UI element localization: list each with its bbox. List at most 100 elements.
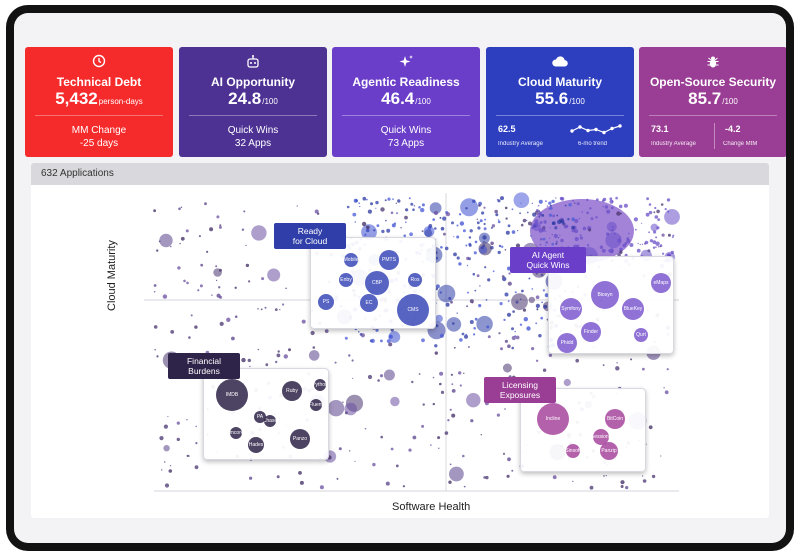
app-bubble[interactable]: Hades bbox=[248, 437, 264, 453]
app-bubble[interactable]: CMS bbox=[397, 294, 429, 326]
app-bubble[interactable]: CBP bbox=[365, 271, 389, 295]
scatter-point bbox=[612, 226, 614, 228]
scatter-point bbox=[545, 241, 549, 244]
app-bubble[interactable]: Enby bbox=[339, 273, 353, 287]
panel-header: 632 Applications bbox=[31, 163, 769, 185]
scatter-point bbox=[168, 469, 173, 473]
scatter-point bbox=[248, 280, 251, 283]
scatter-point bbox=[498, 332, 501, 335]
scatter-point bbox=[483, 476, 486, 479]
app-bubble[interactable]: Symfony bbox=[560, 298, 582, 320]
scatter-point bbox=[501, 275, 505, 278]
financial-burdens-tag[interactable]: Financial Burdens bbox=[168, 353, 240, 379]
scatter-point bbox=[512, 310, 515, 313]
app-bubble[interactable]: Sinsoft bbox=[565, 444, 581, 458]
agentic-readiness-card[interactable]: Agentic Readiness 46.4/100 Quick Wins 73… bbox=[332, 47, 480, 157]
technical-debt-card[interactable]: Technical Debt 5,432person-days MM Chang… bbox=[25, 47, 173, 157]
app-bubble[interactable]: BitCoin bbox=[605, 409, 625, 429]
scatter-point bbox=[490, 226, 493, 229]
app-bubble[interactable]: Ros bbox=[408, 273, 422, 287]
scatter-point bbox=[505, 217, 508, 220]
ready-for-cloud-zoom[interactable]: Mobile PMTS Enby CBP Ros PS EC CMS bbox=[310, 237, 436, 329]
scatter-point bbox=[178, 207, 181, 211]
app-bubble[interactable]: Sessions bbox=[591, 429, 611, 445]
app-bubble[interactable]: IMDB bbox=[216, 379, 248, 411]
app-bubble[interactable]: Chase bbox=[263, 415, 277, 427]
scatter-point bbox=[440, 226, 445, 231]
app-bubble[interactable]: Qurt bbox=[634, 328, 648, 342]
scatter-point bbox=[164, 483, 170, 488]
app-bubble[interactable]: PA bbox=[254, 411, 266, 423]
scatter-point bbox=[626, 237, 630, 241]
scatter-point bbox=[392, 198, 394, 201]
scatter-point bbox=[226, 317, 231, 322]
scatter-point bbox=[511, 469, 514, 472]
scatter-point bbox=[653, 211, 656, 214]
scatter-point bbox=[277, 350, 280, 353]
app-bubble[interactable]: BlueKey bbox=[622, 298, 644, 320]
app-bubble[interactable]: Ruby bbox=[282, 381, 302, 401]
scatter-point bbox=[159, 233, 173, 248]
scatter-point bbox=[206, 250, 209, 253]
scatter-point bbox=[466, 256, 470, 261]
app-bubble[interactable]: Incline bbox=[537, 403, 569, 435]
cloud-maturity-card[interactable]: Cloud Maturity 55.6/100 62.5 Industry Av… bbox=[486, 47, 634, 157]
scatter-point bbox=[428, 224, 433, 228]
scatter-point bbox=[660, 203, 664, 206]
scatter-point bbox=[275, 360, 278, 364]
card-title: AI Opportunity bbox=[211, 75, 295, 89]
scatter-point bbox=[641, 222, 643, 224]
app-bubble[interactable]: PMTS bbox=[379, 250, 399, 270]
scatter-point bbox=[215, 279, 218, 282]
app-bubble[interactable]: Biosyn bbox=[591, 281, 619, 309]
scatter-point bbox=[211, 294, 213, 296]
open-source-security-card[interactable]: Open-Source Security 85.7/100 73.1 Indus… bbox=[639, 47, 786, 157]
scatter-point bbox=[616, 362, 618, 364]
scatter-point bbox=[636, 248, 641, 253]
scatter-point bbox=[188, 336, 191, 339]
scatter-point bbox=[396, 212, 398, 215]
scatter-point bbox=[504, 339, 508, 343]
app-bubble[interactable]: Phidd bbox=[557, 333, 577, 353]
scatter-point bbox=[260, 308, 263, 311]
scatter-point bbox=[543, 304, 548, 309]
trend-point bbox=[578, 125, 582, 129]
licensing-exposures-zoom[interactable]: BitCoin Incline Sessions Sinsoft Panzip bbox=[520, 388, 646, 472]
app-bubble[interactable]: Panzip bbox=[600, 442, 618, 460]
app-bubble[interactable]: Finder bbox=[581, 322, 601, 342]
scatter-point bbox=[648, 203, 652, 206]
ai-opportunity-card[interactable]: AI Opportunity 24.8/100 Quick Wins 32 Ap… bbox=[179, 47, 327, 157]
scatter-point bbox=[442, 216, 447, 221]
trend-point bbox=[618, 124, 622, 128]
app-bubble[interactable]: Fluent bbox=[309, 399, 323, 411]
scatter-point bbox=[381, 229, 385, 234]
scatter-point bbox=[430, 444, 432, 446]
ai-quick-wins-tag[interactable]: AI Agent Quick Wins bbox=[510, 247, 586, 273]
app-bubble[interactable]: Panzo bbox=[290, 429, 310, 449]
scatter-point bbox=[507, 457, 511, 462]
scatter-point bbox=[439, 216, 442, 219]
scatter-point bbox=[672, 234, 675, 237]
app-bubble[interactable]: EC bbox=[360, 294, 378, 312]
scatter-point bbox=[586, 198, 589, 202]
trend-point bbox=[602, 130, 606, 135]
app-bubble[interactable]: eMaps bbox=[651, 273, 671, 293]
app-bubble[interactable]: Imcore bbox=[228, 427, 244, 439]
scatter-point bbox=[336, 477, 339, 480]
scatter-point bbox=[609, 199, 614, 204]
scatter-point bbox=[595, 216, 598, 219]
scatter-point bbox=[541, 214, 545, 217]
app-bubble[interactable]: Python bbox=[312, 379, 328, 391]
scatter-point bbox=[602, 364, 605, 367]
scatter-point bbox=[188, 455, 190, 457]
ready-for-cloud-tag[interactable]: Ready for Cloud bbox=[274, 223, 346, 249]
financial-burdens-zoom[interactable]: Python IMDB Ruby Fluent Chase PA Imcore Hades Pa… bbox=[203, 368, 329, 460]
app-bubble[interactable]: Mobile bbox=[344, 253, 358, 267]
scatter-point bbox=[465, 333, 468, 336]
scatter-point bbox=[601, 248, 606, 253]
scatter-point bbox=[603, 475, 605, 477]
app-bubble[interactable]: PS bbox=[318, 294, 334, 310]
scatter-point bbox=[549, 227, 551, 229]
scatter-point bbox=[440, 390, 445, 394]
licensing-exposures-tag[interactable]: Licensing Exposures bbox=[484, 377, 556, 403]
